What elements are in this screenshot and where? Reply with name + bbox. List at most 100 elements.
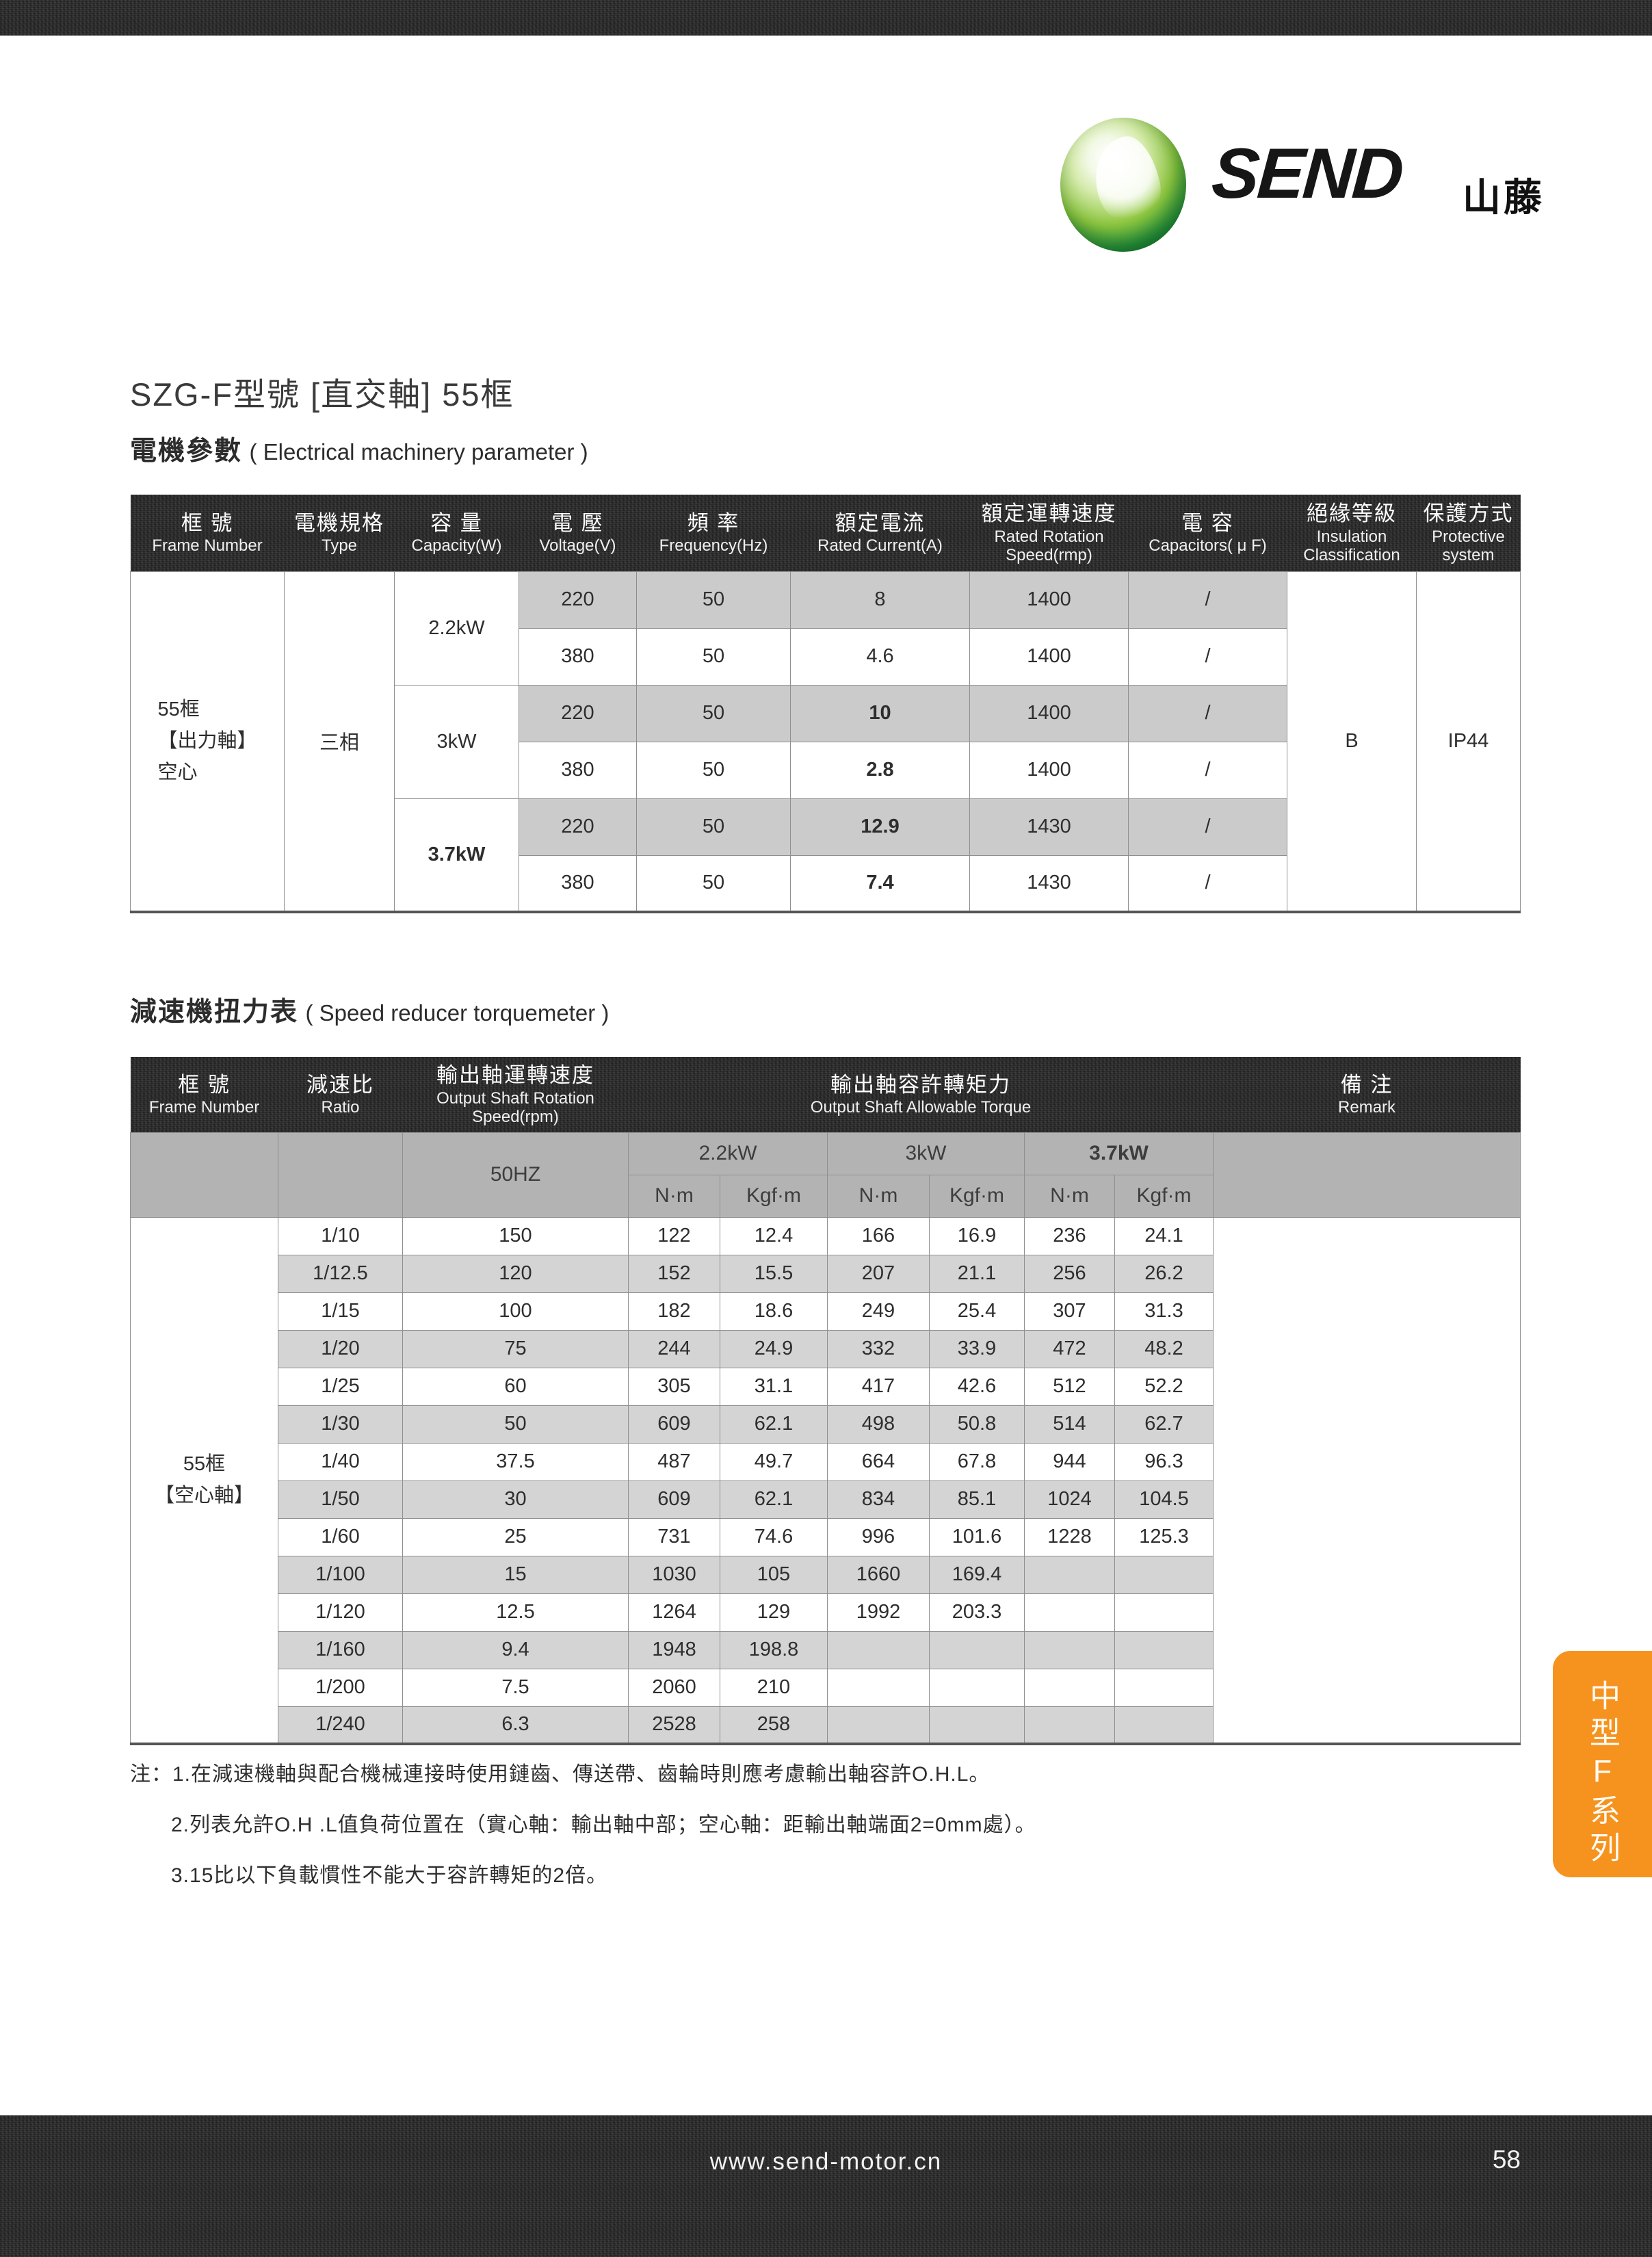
unit-kgfm: Kgf·m <box>929 1174 1025 1218</box>
torque-cell: 166 <box>827 1216 930 1255</box>
torque-cell: 67.8 <box>929 1442 1025 1481</box>
torque-cell: 105 <box>720 1555 828 1594</box>
torque-cell: 498 <box>827 1405 930 1444</box>
ratio-cell: 1/50 <box>278 1480 403 1519</box>
table-row: 3.7kW 220 50 12.9 1430 / <box>131 798 1521 913</box>
speed-cell: 60 <box>402 1367 629 1406</box>
voltage-cell: 380 <box>519 854 637 913</box>
speed-cell: 120 <box>402 1254 629 1293</box>
torque-cell: 42.6 <box>929 1367 1025 1406</box>
torque-cell: 129 <box>720 1593 828 1632</box>
capacity-cell: 3kW <box>394 684 519 799</box>
torque-cell: 122 <box>628 1216 720 1255</box>
brand-wordmark: SEND <box>1209 134 1405 213</box>
ratio-cell: 1/100 <box>278 1555 403 1594</box>
torque-cell: 1264 <box>628 1593 720 1632</box>
torque-cell: 48.2 <box>1114 1329 1214 1368</box>
frame-number-cell: 55框 【空心軸】 <box>130 1216 278 1745</box>
torque-cell: 198.8 <box>720 1630 828 1669</box>
torque-cell: 62.1 <box>720 1480 828 1519</box>
speed-cell: 30 <box>402 1480 629 1519</box>
torque-cell: 96.3 <box>1114 1442 1214 1481</box>
torque-cell: 472 <box>1024 1329 1115 1368</box>
table-row: 380 50 4.6 1400 / <box>131 627 1521 686</box>
current-cell: 8 <box>790 571 970 629</box>
current-cell: 2.8 <box>790 741 970 799</box>
ratio-cell: 1/20 <box>278 1329 403 1368</box>
reducer-subheader-row1: 50HZ 2.2kW 3kW 3.7kW <box>130 1132 1521 1218</box>
footer-band: www.send-motor.cn 58 <box>0 2115 1652 2257</box>
torque-cell: 25.4 <box>929 1292 1025 1331</box>
speed-cell: 1400 <box>969 627 1129 686</box>
reducer-table-header-row: 框 號 Frame Number 減速比 Ratio 輸出軸運轉速度 Output S… <box>130 1057 1521 1132</box>
table-row: 1/20 75 244 24.9 332 33.9 472 48.2 <box>131 1329 1521 1368</box>
table-row: 1/120 12.5 1264 129 1992 203.3 <box>131 1593 1521 1632</box>
section-title-reducer-en: ( Speed reducer torquemeter ) <box>305 1000 609 1026</box>
voltage-cell: 220 <box>519 684 637 742</box>
frame-number-cell: 55框 【出力軸】 空心 <box>130 571 285 913</box>
torque-cell: 1024 <box>1024 1480 1115 1519</box>
torque-cell <box>827 1706 930 1745</box>
torque-cell: 210 <box>720 1668 828 1707</box>
torque-cell <box>1024 1593 1115 1632</box>
website-url: www.send-motor.cn <box>709 2148 943 2175</box>
torque-cell: 207 <box>827 1254 930 1293</box>
subheader-frequency: 50HZ <box>402 1132 629 1218</box>
torque-cell: 664 <box>827 1442 930 1481</box>
protective-cell: IP44 <box>1416 571 1521 913</box>
torque-cell: 2060 <box>628 1668 720 1707</box>
frequency-cell: 50 <box>636 571 791 629</box>
ratio-cell: 1/200 <box>278 1668 403 1707</box>
speed-cell: 1400 <box>969 741 1129 799</box>
speed-cell: 1430 <box>969 854 1129 913</box>
section-title-motor-cn: 電機參數 <box>130 436 243 466</box>
torque-cell: 21.1 <box>929 1254 1025 1293</box>
motor-table-header-row: 框 號 Frame Number 電機規格 Type 容 量 Capacity(W) … <box>130 495 1521 571</box>
table-row: 1/50 30 609 62.1 834 85.1 1024 104.5 <box>131 1480 1521 1519</box>
table-row: 1/30 50 609 62.1 498 50.8 514 62.7 <box>131 1405 1521 1444</box>
torque-cell <box>1024 1630 1115 1669</box>
torque-cell: 33.9 <box>929 1329 1025 1368</box>
current-cell: 12.9 <box>790 798 970 856</box>
torque-cell: 996 <box>827 1517 930 1556</box>
table-row: 1/12.5 120 152 15.5 207 21.1 256 26.2 <box>131 1254 1521 1293</box>
torque-cell: 944 <box>1024 1442 1115 1481</box>
reducer-subheader-row2: N·m Kgf·m N·m Kgf·m N·m Kgf·m <box>131 1174 1521 1218</box>
ratio-cell: 1/25 <box>278 1367 403 1406</box>
top-edge-band <box>0 0 1652 36</box>
torque-cell: 307 <box>1024 1292 1115 1331</box>
frequency-cell: 50 <box>636 798 791 856</box>
type-cell: 三相 <box>284 571 395 913</box>
capacitor-cell: / <box>1128 684 1287 742</box>
subheader-remark-blank <box>1213 1132 1521 1218</box>
speed-cell: 1430 <box>969 798 1129 856</box>
subheader-ratio-blank <box>278 1132 403 1218</box>
torque-cell <box>827 1668 930 1707</box>
torque-cell: 1660 <box>827 1555 930 1594</box>
ratio-cell: 1/240 <box>278 1706 403 1745</box>
torque-cell: 305 <box>628 1367 720 1406</box>
torque-cell: 62.7 <box>1114 1405 1214 1444</box>
capacitor-cell: / <box>1128 627 1287 686</box>
torque-cell: 104.5 <box>1114 1480 1214 1519</box>
series-tab-label: 中型F系列 <box>1585 1680 1620 1868</box>
unit-kgfm: Kgf·m <box>720 1174 828 1218</box>
torque-cell: 514 <box>1024 1405 1115 1444</box>
remark-cell <box>1213 1216 1521 1745</box>
torque-cell: 169.4 <box>929 1555 1025 1594</box>
table-row: 1/25 60 305 31.1 417 42.6 512 52.2 <box>131 1367 1521 1406</box>
speed-cell: 9.4 <box>402 1630 629 1669</box>
torque-cell <box>1114 1555 1214 1594</box>
torque-cell: 125.3 <box>1114 1517 1214 1556</box>
torque-cell <box>1114 1706 1214 1745</box>
torque-cell: 236 <box>1024 1216 1115 1255</box>
header-rated-current: 額定電流 Rated Current(A) <box>817 510 943 556</box>
speed-cell: 25 <box>402 1517 629 1556</box>
unit-nm: N·m <box>827 1174 930 1218</box>
header-remark: 備 注 Remark <box>1338 1072 1396 1117</box>
torque-cell: 15.5 <box>720 1254 828 1293</box>
series-tab: 中型F系列 <box>1553 1651 1652 1877</box>
header-ratio: 減速比 Ratio <box>306 1072 374 1117</box>
header-allowable-torque: 輸出軸容許轉矩力 Output Shaft Allowable Torque <box>810 1072 1032 1117</box>
